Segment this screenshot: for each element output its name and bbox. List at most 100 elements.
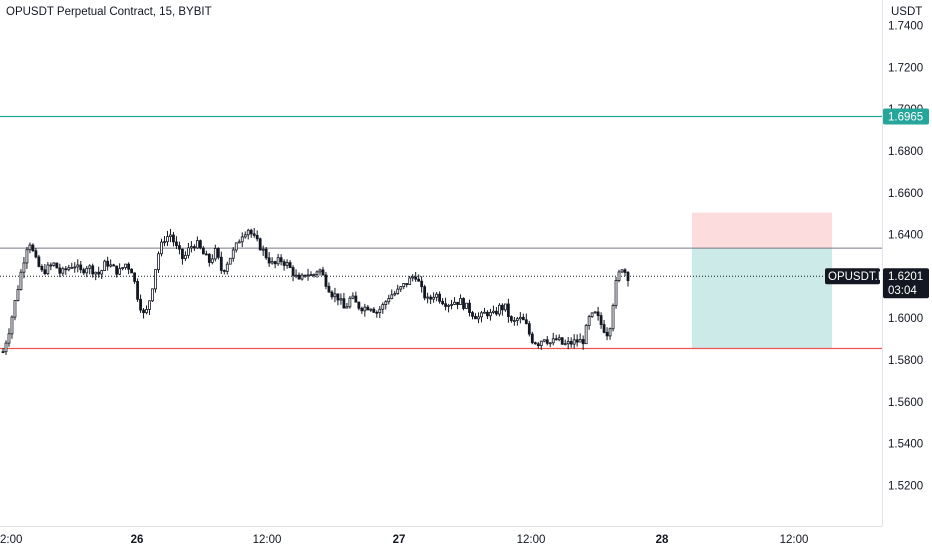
candle — [88, 264, 92, 275]
candle-body — [623, 269, 627, 273]
candle — [252, 227, 256, 238]
candle — [438, 291, 442, 304]
candle — [563, 339, 567, 346]
candle-body — [369, 308, 373, 311]
candle — [450, 299, 453, 310]
price-tick-label: 1.6400 — [888, 230, 923, 242]
candle — [79, 260, 83, 274]
candle — [189, 241, 193, 253]
candle-body — [181, 248, 184, 259]
candle-body — [82, 269, 86, 274]
candle-body — [22, 262, 26, 273]
candle-body — [28, 244, 32, 251]
time-tick-label: 2:00 — [0, 534, 22, 546]
candle — [130, 268, 133, 274]
candle-body — [509, 316, 513, 322]
candle — [216, 247, 220, 260]
candle — [279, 254, 283, 266]
candle — [426, 292, 430, 304]
candle-body — [210, 258, 214, 263]
candle-body — [115, 265, 119, 275]
candle — [569, 337, 573, 348]
candle-body — [321, 269, 325, 276]
candle — [474, 313, 477, 320]
candle-body — [399, 286, 403, 290]
candle-body — [333, 293, 337, 298]
candle — [605, 327, 609, 341]
candle-body — [40, 266, 44, 271]
last-price-label: 1.6201 — [888, 271, 923, 283]
candle-body — [515, 318, 519, 321]
candle — [204, 250, 208, 256]
candle — [240, 232, 244, 248]
candle-body — [198, 240, 202, 249]
candle — [551, 332, 555, 346]
candle — [330, 290, 334, 300]
candle — [82, 267, 86, 276]
candle-body — [145, 309, 148, 314]
candle-body — [297, 274, 301, 280]
candle-body — [447, 304, 450, 307]
candle-body — [617, 271, 621, 281]
candle — [222, 269, 226, 275]
candle-body — [204, 253, 208, 256]
candle — [184, 251, 187, 262]
candle-body — [112, 264, 116, 267]
candle-body — [273, 261, 277, 265]
candle — [19, 269, 23, 291]
candle — [626, 270, 630, 287]
candle — [417, 274, 421, 282]
candle-body — [157, 253, 160, 270]
candle-body — [351, 295, 355, 299]
candle — [133, 272, 136, 284]
time-axis[interactable]: 2:00 26 12:00 27 12:00 28 12:00 — [0, 526, 882, 547]
candle — [312, 273, 316, 278]
candle-body — [19, 271, 23, 290]
candle — [258, 237, 262, 251]
candle-body — [4, 342, 8, 353]
candle — [297, 272, 301, 280]
candle-body — [228, 257, 232, 265]
candle — [414, 272, 418, 282]
candle — [61, 266, 65, 276]
candle-body — [456, 301, 459, 305]
candle-body — [64, 268, 68, 271]
candle — [471, 310, 474, 320]
price-tick-label: 1.6000 — [888, 313, 923, 325]
candle-body — [554, 338, 558, 341]
candle — [246, 228, 250, 240]
candle — [384, 300, 388, 310]
price-tick-label: 1.7400 — [888, 21, 923, 33]
candle-body — [76, 264, 80, 268]
candle-body — [163, 241, 166, 244]
candle — [112, 263, 116, 267]
symbol-tag — [825, 268, 880, 285]
candle — [327, 282, 331, 293]
candle-body — [563, 343, 567, 346]
candle-body — [175, 241, 178, 247]
candle — [237, 239, 241, 244]
candle — [557, 334, 561, 342]
candle-body — [620, 269, 624, 273]
candle-body — [405, 283, 409, 285]
candle — [396, 284, 400, 295]
candle-body — [43, 269, 47, 275]
candle-body — [530, 333, 534, 344]
candle — [291, 265, 295, 282]
candle — [195, 236, 199, 249]
candle-body — [611, 305, 615, 330]
candle-body — [178, 245, 181, 250]
candle — [43, 263, 47, 276]
candle-body — [312, 274, 316, 276]
price-axis[interactable]: USDT1.52001.54001.56001.58001.60001.6200… — [882, 0, 924, 526]
candle-body — [70, 267, 74, 269]
stop-loss-zone — [692, 212, 832, 249]
candle — [512, 316, 516, 326]
candle-body — [258, 238, 262, 251]
candle — [58, 263, 62, 278]
candle-body — [240, 236, 244, 243]
candle-body — [614, 280, 618, 306]
candle — [94, 271, 98, 281]
candle — [503, 303, 507, 312]
